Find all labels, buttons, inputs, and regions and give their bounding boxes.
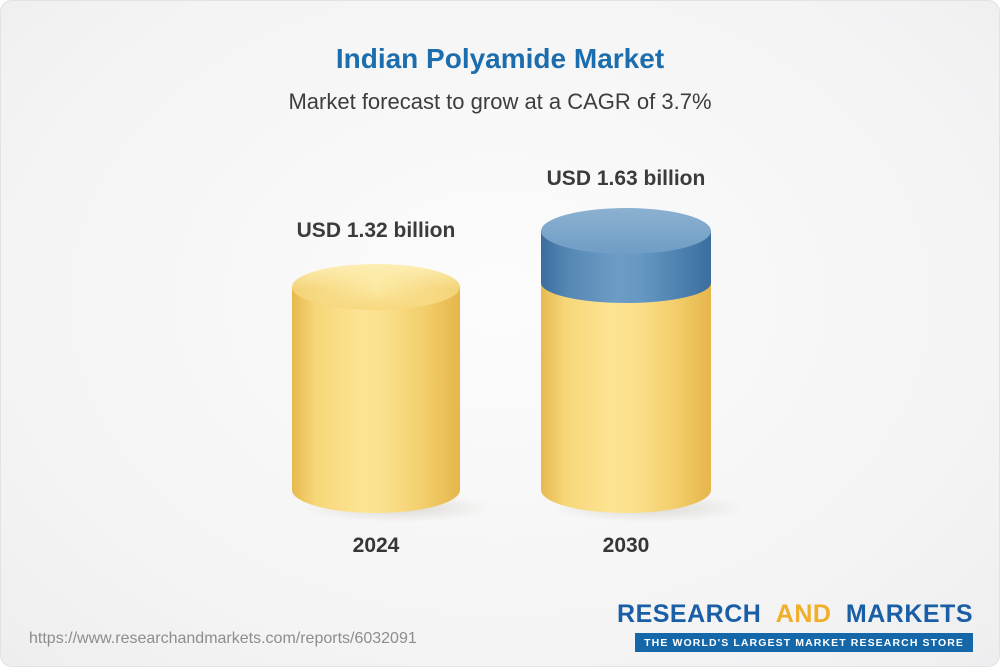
value-label-2030: USD 1.63 billion: [546, 167, 706, 190]
logo-wordmark: RESEARCH AND MARKETS: [617, 600, 973, 629]
chart-subtitle: Market forecast to grow at a CAGR of 3.7…: [288, 89, 712, 114]
bar-2024: [292, 264, 497, 523]
bar-2030-top: [541, 208, 711, 254]
report-url: https://www.researchandmarkets.com/repor…: [29, 630, 417, 647]
logo-word-markets: MARKETS: [845, 600, 973, 628]
logo-tagline: THE WORLD'S LARGEST MARKET RESEARCH STOR…: [635, 633, 973, 652]
bar-2030: [541, 208, 749, 523]
research-and-markets-logo: RESEARCH AND MARKETS THE WORLD'S LARGEST…: [617, 600, 973, 652]
value-label-2024: USD 1.32 billion: [296, 219, 456, 242]
x-label-2030: 2030: [602, 534, 650, 557]
x-label-2024: 2024: [352, 534, 400, 557]
logo-word-and: AND: [775, 600, 832, 628]
chart-title: Indian Polyamide Market: [335, 43, 665, 74]
bar-2030-base-segment: [541, 278, 711, 513]
logo-word-research: RESEARCH: [617, 600, 762, 628]
bar-2024-body: [292, 287, 460, 513]
bar-2024-top: [292, 264, 460, 310]
